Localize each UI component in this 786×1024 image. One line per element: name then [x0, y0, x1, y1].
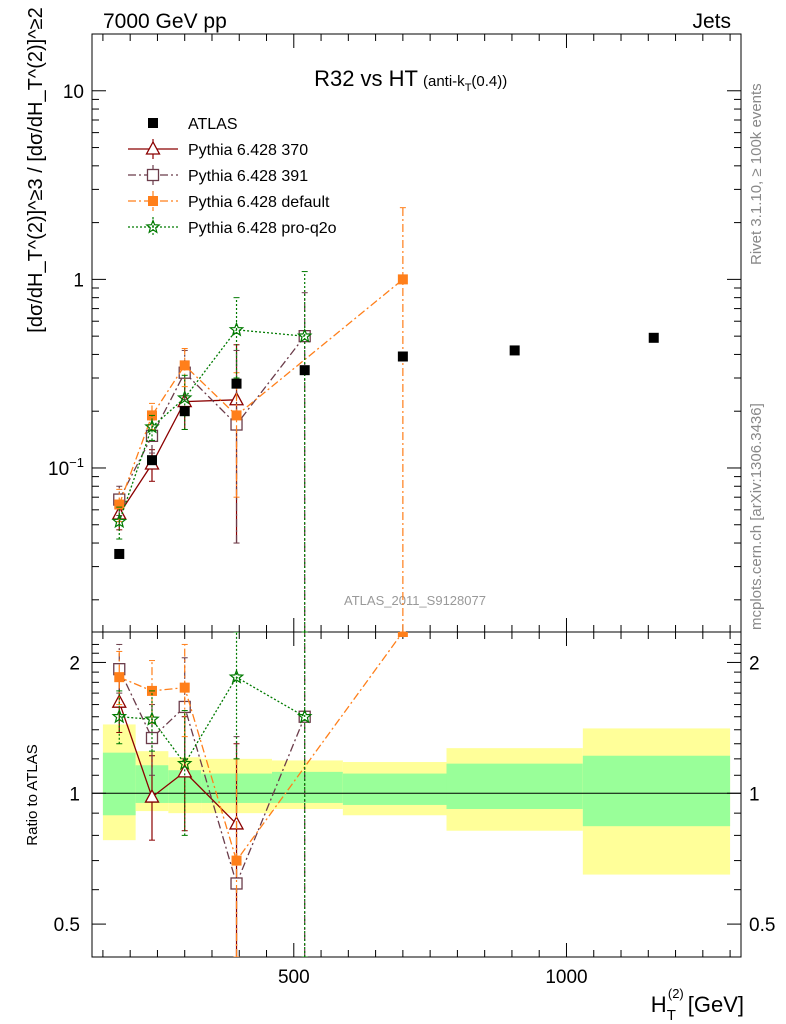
band-inner-4 — [271, 771, 343, 803]
main-title: R32 vs HT — [314, 66, 418, 91]
ratio-point-pythia-6-428-pro-q2o — [228, 669, 245, 684]
main-point-pythia-6-428-pro-q2o — [228, 321, 245, 337]
ratio-point-pythia-6-428-default — [397, 632, 408, 637]
main-y-tick-label: 1 — [73, 270, 84, 291]
legend-label: Pythia 6.428 pro-q2o — [188, 220, 337, 237]
legend-label: ATLAS — [188, 116, 238, 133]
main-line-pythia-6-428-370 — [118, 399, 237, 515]
main-y-tick-label: 10−1 — [48, 455, 84, 480]
ratio-y-tick-label-left: 0.5 — [54, 915, 80, 936]
main-y-axis-label: [dσ/dH_T^(2)]^≥3 / [dσ/dH_T^(2)]^≥2 — [25, 7, 47, 332]
band-inner-0 — [102, 752, 136, 816]
main-point-pythia-6-428-default — [231, 410, 242, 421]
ratio-line-pythia-6-428-pro-q2o — [119, 676, 306, 765]
legend-label: Pythia 6.428 default — [188, 194, 330, 211]
ratio-y-tick-label-right: 0.5 — [749, 915, 775, 936]
ratio-line-pythia-6-428-370 — [118, 701, 237, 825]
legend: ATLAS Pythia 6.428 370 Pythia 6.428 391 Pyt… — [128, 116, 337, 237]
x-axis-label: HT(2) [GeV] — [651, 986, 744, 1024]
main-point-pythia-6-428-default — [179, 360, 190, 371]
ratio-point-pythia-6-428-default — [179, 682, 190, 693]
legend-marker — [146, 168, 160, 182]
legend-marker — [148, 118, 158, 128]
ratio-bands — [92, 724, 741, 875]
ratio-series — [111, 632, 408, 957]
main-point-atlas — [299, 365, 310, 376]
ratio-frame — [91, 631, 742, 958]
main-point-pythia-6-428-default — [114, 499, 125, 510]
main-point-pythia-6-428-default — [397, 274, 408, 285]
legend-marker — [148, 196, 158, 206]
main-point-atlas — [114, 548, 125, 559]
legend-marker — [145, 218, 161, 234]
axes: 500 1000 10−1 1 10 0.5 0.5 1 1 2 2 — [48, 33, 775, 988]
ratio-y-tick-label-left: 1 — [69, 784, 80, 805]
ratio-line-pythia-6-428-default — [119, 632, 404, 863]
legend-label: Pythia 6.428 391 — [188, 168, 308, 185]
main-point-atlas — [648, 332, 659, 343]
rivet-label: Rivet 3.1.10, ≥ 100k events — [748, 83, 765, 265]
main-point-pythia-6-428-pro-q2o — [176, 389, 193, 405]
ratio-point-pythia-6-428-default — [231, 855, 242, 866]
main-point-pythia-6-428-pro-q2o — [144, 418, 160, 434]
ratio-point-pythia-6-428-pro-q2o — [176, 755, 193, 771]
ratio-point-pythia-6-428-default — [114, 672, 125, 683]
main-point-atlas — [179, 406, 190, 417]
legend-marker — [145, 140, 161, 155]
main-point-pythia-6-428-pro-q2o — [111, 513, 128, 529]
main-series — [111, 207, 659, 632]
watermark: ATLAS_2011_S9128077 — [344, 593, 486, 608]
mcplots-label: mcplots.cern.ch [arXiv:1306.3436] — [748, 403, 765, 630]
main-point-atlas — [509, 345, 520, 356]
ratio-point-pythia-6-428-pro-q2o — [296, 708, 313, 724]
legend-label: Pythia 6.428 370 — [188, 142, 308, 159]
main-point-atlas — [146, 455, 157, 466]
band-inner-5 — [342, 773, 447, 805]
main-y-tick-label: 10 — [63, 82, 84, 103]
ratio-point-pythia-6-428-pro-q2o — [111, 708, 128, 724]
series — [111, 207, 659, 957]
ratio-y-tick-label-right: 2 — [749, 653, 760, 674]
ratio-line-pythia-6-428-391 — [118, 668, 306, 886]
main-point-atlas — [231, 378, 242, 389]
ratio-y-tick-label-right: 1 — [749, 784, 760, 805]
ratio-point-pythia-6-428-370 — [144, 788, 160, 803]
ratio-point-pythia-6-428-pro-q2o — [144, 711, 160, 726]
main-y-axis-label-text: [dσ/dH_T^(2)]^≥3 / [dσ/dH_T^(2)]^≥2 — [25, 7, 47, 332]
ratio-y-axis-label: Ratio to ATLAS — [24, 744, 41, 845]
header-right: Jets — [692, 10, 731, 33]
band-inner-6 — [446, 763, 583, 810]
main-line-pythia-6-428-pro-q2o — [118, 329, 305, 522]
main-point-pythia-6-428-pro-q2o — [296, 328, 313, 343]
main-title-suffix: (anti-kT(0.4)) — [423, 73, 507, 94]
main-point-atlas — [397, 351, 408, 362]
x-tick-label: 500 — [278, 967, 310, 988]
x-tick-label: 1000 — [545, 967, 587, 988]
band-inner-7 — [582, 755, 731, 827]
ratio-y-tick-label-left: 2 — [69, 653, 80, 674]
header-left: 7000 GeV pp — [103, 10, 227, 33]
